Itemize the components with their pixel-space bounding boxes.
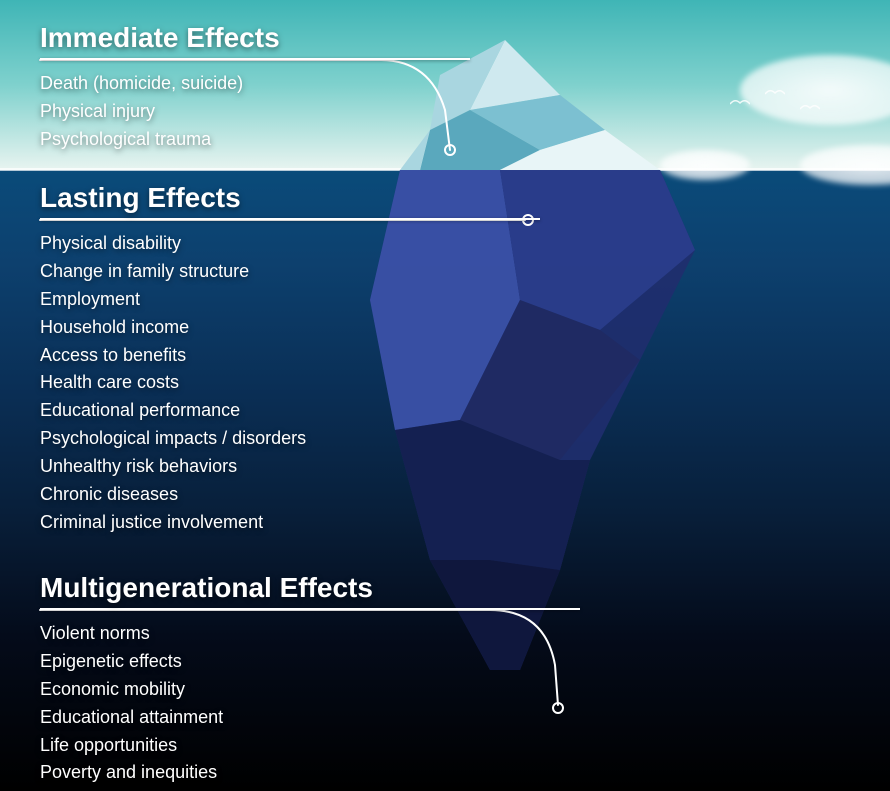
list-item: Access to benefits [40,342,540,370]
section-immediate: Immediate Effects Death (homicide, suici… [40,22,470,154]
section-immediate-divider [40,58,470,60]
list-item: Change in family structure [40,258,540,286]
section-multigenerational-divider [40,608,580,610]
list-item: Health care costs [40,369,540,397]
list-item: Unhealthy risk behaviors [40,453,540,481]
section-multigenerational-title: Multigenerational Effects [40,572,580,604]
section-lasting-items: Physical disabilityChange in family stru… [40,230,540,537]
bird-icon [765,85,785,101]
section-immediate-items: Death (homicide, suicide)Physical injury… [40,70,470,154]
list-item: Psychological trauma [40,126,470,154]
list-item: Life opportunities [40,732,580,760]
list-item: Death (homicide, suicide) [40,70,470,98]
list-item: Physical injury [40,98,470,126]
section-lasting-title: Lasting Effects [40,182,540,214]
list-item: Psychological impacts / disorders [40,425,540,453]
list-item: Violent norms [40,620,580,648]
section-lasting: Lasting Effects Physical disabilityChang… [40,182,540,537]
list-item: Chronic diseases [40,481,540,509]
bird-icon [730,95,750,111]
bird-icon [800,100,820,116]
list-item: Household income [40,314,540,342]
list-item: Educational performance [40,397,540,425]
list-item: Criminal justice involvement [40,509,540,537]
section-immediate-title: Immediate Effects [40,22,470,54]
section-multigenerational-items: Violent normsEpigenetic effectsEconomic … [40,620,580,787]
section-lasting-divider [40,218,540,220]
list-item: Physical disability [40,230,540,258]
waterline [0,168,890,171]
iceberg-infographic: Immediate Effects Death (homicide, suici… [0,0,890,791]
list-item: Poverty and inequities [40,759,580,787]
list-item: Employment [40,286,540,314]
cloud [660,150,750,180]
list-item: Epigenetic effects [40,648,580,676]
list-item: Educational attainment [40,704,580,732]
list-item: Economic mobility [40,676,580,704]
section-multigenerational: Multigenerational Effects Violent normsE… [40,572,580,787]
